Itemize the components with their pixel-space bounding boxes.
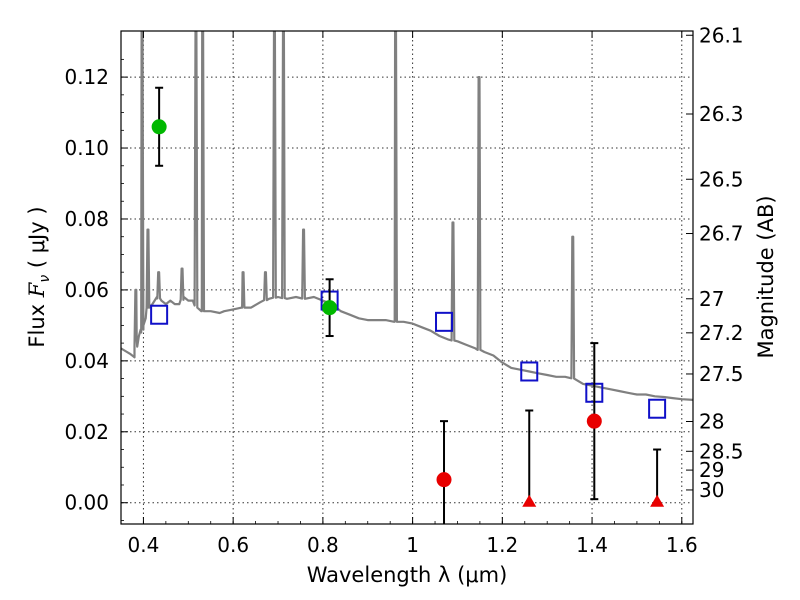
- detection-point: [151, 119, 167, 135]
- upper-limit-triangle: [522, 494, 537, 507]
- model-flux-square: [435, 311, 454, 332]
- low-sn-point: [436, 472, 452, 488]
- x-tick-label: 0.4: [128, 533, 160, 557]
- y2-tick-label: 27.5: [699, 362, 744, 386]
- model-flux-square: [520, 361, 539, 382]
- x-tick-label: 1.4: [576, 533, 608, 557]
- y-axis-label-group: Flux Fν ( μJy ): [25, 206, 53, 347]
- y-tick-label: 0.02: [64, 420, 109, 444]
- template-spectrum-line: [121, 31, 693, 401]
- y-tick-label: 0.04: [64, 349, 109, 373]
- model-flux-square: [648, 398, 667, 419]
- y2-tick-label: 26.3: [699, 102, 744, 126]
- y2-axis-label: Magnitude (AB): [754, 195, 778, 358]
- y2-tick-label: 27.2: [699, 321, 744, 345]
- y-axis-label-symbol: F: [25, 281, 49, 298]
- y-tick-label: 0.08: [64, 207, 109, 231]
- y-axis-label-subscript: ν: [37, 275, 53, 283]
- model-flux-square: [150, 304, 169, 325]
- y2-tick-label: 28: [699, 409, 724, 433]
- y-axis-label-prefix: Flux: [25, 297, 49, 347]
- x-tick-label: 1.2: [486, 533, 518, 557]
- y2-tick-label: 30: [699, 478, 724, 502]
- upper-limit-triangle: [650, 494, 665, 507]
- y-tick-label: 0.10: [64, 136, 109, 160]
- y-axis-label: Flux Fν ( μJy ): [25, 206, 53, 347]
- low-sn-point: [586, 413, 602, 429]
- y-tick-label: 0.00: [64, 491, 109, 515]
- y-tick-label: 0.06: [64, 278, 109, 302]
- x-tick-label: 0.8: [307, 533, 339, 557]
- x-tick-label: 1: [406, 533, 419, 557]
- x-axis-label: Wavelength λ (μm): [307, 563, 508, 587]
- y2-tick-label: 29: [699, 458, 724, 482]
- axis-ticks: 0.4 0.6 0.8 1 1.2 1.4 1.6 0.00 0.02 0.04 0.06 0.08 0…: [64, 23, 743, 557]
- grid: [121, 31, 693, 524]
- plot-frame: [120, 30, 694, 525]
- plot-area: [121, 31, 693, 524]
- x-tick-label: 0.6: [217, 533, 249, 557]
- x-tick-label: 1.6: [666, 533, 698, 557]
- y2-tick-label: 27: [699, 287, 724, 311]
- y2-tick-label: 26.7: [699, 222, 744, 246]
- y2-tick-label: 26.1: [699, 23, 744, 47]
- y-tick-label: 0.12: [64, 65, 109, 89]
- detection-point: [322, 300, 338, 316]
- y2-tick-label: 26.5: [699, 167, 744, 191]
- y-axis-label-suffix: ( μJy ): [25, 206, 49, 274]
- y2-tick-label: 28.5: [699, 439, 744, 463]
